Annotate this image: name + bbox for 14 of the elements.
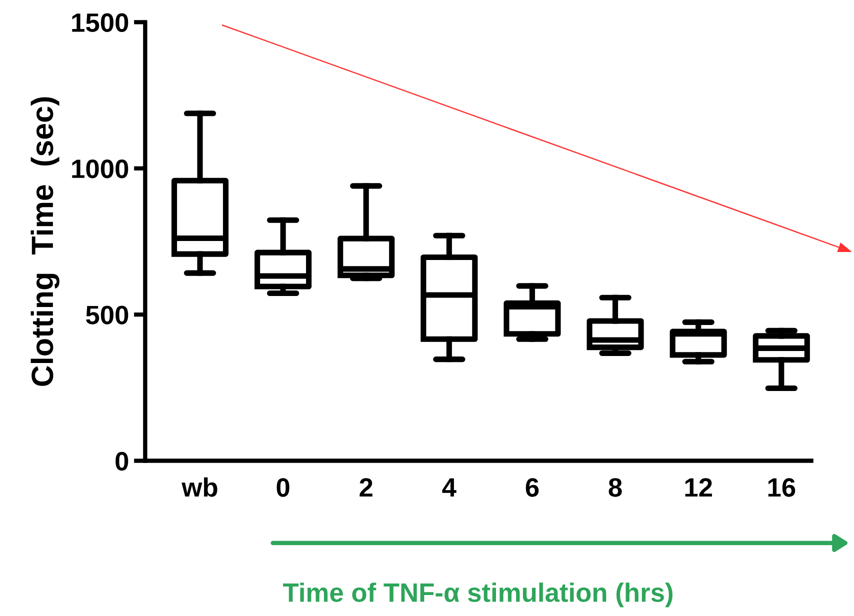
y-axis-title: Clotting Time (sec) [30,97,60,386]
x-tick-label: 2 [360,478,372,497]
x-tick-label: 8 [608,478,622,497]
y-tick-label: 1000 [72,160,128,178]
x-tick-label: 4 [442,478,456,497]
x-axis-title: Time of TNF-α stimulation (hrs) [283,582,672,608]
y-tick-label: 1500 [72,13,128,32]
y-tick-label: 500 [86,306,128,324]
x-tick-label: 0 [276,478,290,497]
x-tick-label: wb [182,477,218,497]
x-tick-label: 16 [768,478,796,497]
y-tick-label: 0 [116,452,128,471]
x-tick-label: 6 [526,478,539,497]
x-tick-label: 12 [685,478,712,497]
